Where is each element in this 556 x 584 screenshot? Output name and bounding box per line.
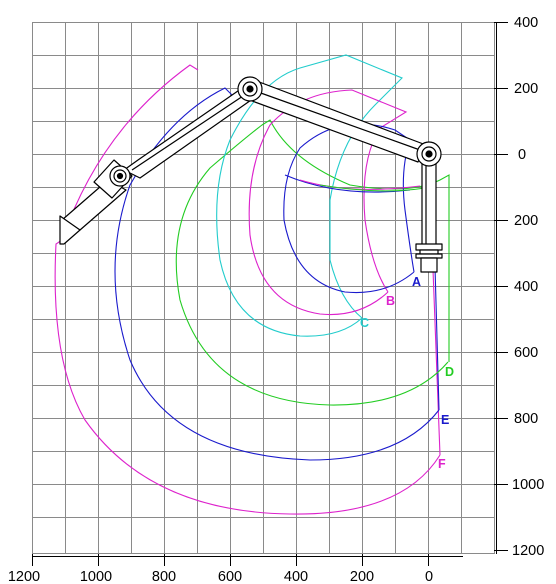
arm-base bbox=[420, 257, 438, 273]
y-tick-label: 400 bbox=[514, 279, 538, 295]
x-tick-label: 200 bbox=[350, 569, 374, 584]
x-tick-label: 600 bbox=[218, 569, 242, 584]
reach-curve-d-inner bbox=[319, 184, 426, 192]
x-tick-label: 1200 bbox=[8, 569, 40, 584]
x-tick-label: 0 bbox=[425, 569, 433, 584]
arm-column bbox=[421, 159, 437, 251]
curve-label-f: F bbox=[438, 457, 446, 471]
reach-curve-a bbox=[283, 123, 415, 294]
y-tick-label: 400 bbox=[514, 15, 538, 31]
y-tick-label: 1200 bbox=[512, 543, 544, 559]
y-tick-label: 1000 bbox=[512, 477, 544, 493]
curve-label-d: D bbox=[445, 365, 454, 379]
joint-top-center bbox=[246, 85, 254, 93]
grid bbox=[32, 22, 495, 554]
y-tick-label: 200 bbox=[514, 81, 538, 97]
joint-left bbox=[109, 165, 131, 187]
curve-label-b: B bbox=[386, 294, 395, 308]
reach-curve-a-inner bbox=[284, 174, 411, 193]
y-axis-labels: 400 200 0 200 400 600 800 1000 1200 bbox=[512, 15, 544, 559]
x-tick-label: 800 bbox=[152, 569, 176, 584]
y-tick-label: 800 bbox=[514, 411, 538, 427]
joint-top bbox=[237, 76, 263, 102]
curve-labels: A B C D E F bbox=[360, 275, 454, 471]
joint-right bbox=[416, 141, 442, 167]
reach-curve-b bbox=[248, 89, 408, 316]
arm-middle-segment-line bbox=[131, 93, 247, 171]
x-tick-label: 1000 bbox=[80, 569, 112, 584]
y-tick-label: 600 bbox=[514, 345, 538, 361]
y-axis bbox=[494, 22, 508, 554]
x-tick-label: 400 bbox=[284, 569, 308, 584]
joint-left-center bbox=[116, 172, 124, 180]
curve-label-a: A bbox=[412, 275, 421, 289]
arm-flange-top bbox=[415, 243, 443, 251]
y-tick-label: 0 bbox=[518, 147, 526, 163]
curve-label-c: C bbox=[360, 316, 369, 330]
reach-curve-d bbox=[175, 119, 450, 406]
arm-hood bbox=[59, 215, 81, 245]
y-tick-label: 200 bbox=[514, 213, 538, 229]
reach-envelopes bbox=[54, 54, 450, 515]
arm-joints bbox=[109, 76, 442, 187]
x-axis bbox=[32, 554, 463, 566]
joint-right-center bbox=[425, 150, 433, 158]
x-axis-labels: 1200 1000 800 600 400 200 0 bbox=[8, 569, 433, 584]
reach-curve-c bbox=[216, 54, 403, 337]
articulated-arm bbox=[59, 79, 443, 273]
arm-upper-segment-line bbox=[257, 91, 421, 151]
curve-label-e: E bbox=[441, 413, 449, 427]
